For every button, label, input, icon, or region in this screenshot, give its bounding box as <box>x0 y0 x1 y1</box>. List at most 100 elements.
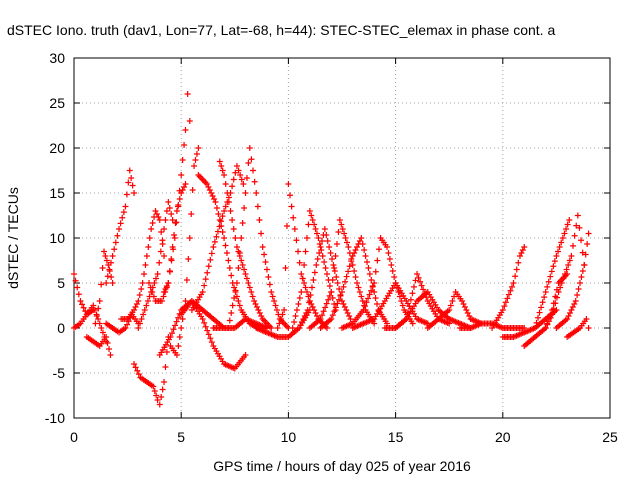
data-point <box>98 325 105 331</box>
data-point <box>151 280 158 286</box>
data-point <box>374 301 381 307</box>
data-point <box>309 304 316 310</box>
data-point <box>463 307 470 313</box>
data-point <box>112 239 119 246</box>
data-point <box>541 294 548 301</box>
data-point <box>299 275 306 282</box>
data-point <box>98 281 105 288</box>
series <box>92 248 116 327</box>
data-point <box>99 329 106 336</box>
data-point <box>224 190 231 196</box>
data-point <box>173 219 180 226</box>
data-point <box>375 246 382 253</box>
data-point <box>150 383 157 390</box>
data-point <box>231 295 238 301</box>
data-point <box>119 214 126 221</box>
data-point <box>80 304 87 311</box>
data-point <box>287 192 294 199</box>
y-tick-label: 20 <box>49 140 65 156</box>
data-point <box>568 307 575 313</box>
x-tick-label: 25 <box>602 429 618 445</box>
data-point <box>159 386 166 393</box>
data-point <box>361 302 368 309</box>
data-point <box>209 193 216 199</box>
data-point <box>341 304 348 310</box>
data-point <box>303 289 310 295</box>
data-point <box>318 238 325 244</box>
data-point <box>169 217 176 223</box>
data-point <box>302 248 309 255</box>
data-point <box>149 289 156 295</box>
data-point <box>163 349 170 355</box>
data-point <box>332 304 339 311</box>
data-point <box>204 327 211 334</box>
data-point <box>340 301 347 307</box>
data-point <box>207 256 214 263</box>
data-point <box>274 325 281 331</box>
data-point <box>181 184 188 190</box>
data-point <box>238 176 245 183</box>
data-point <box>510 280 517 286</box>
data-point <box>152 208 159 214</box>
data-point <box>135 298 142 304</box>
data-point <box>508 283 515 290</box>
data-point <box>502 299 509 306</box>
data-point <box>154 271 161 277</box>
data-point <box>212 199 219 205</box>
data-point <box>129 182 136 189</box>
data-point <box>226 265 233 271</box>
data-point <box>319 253 326 259</box>
data-point <box>181 142 188 148</box>
data-point <box>163 208 170 214</box>
data-point <box>109 253 116 259</box>
data-point <box>579 249 586 256</box>
data-point <box>311 307 318 313</box>
data-point <box>331 265 338 271</box>
data-point <box>312 226 319 232</box>
data-point <box>229 217 236 223</box>
data-point <box>195 145 202 151</box>
data-point <box>418 282 425 289</box>
data-point <box>582 251 589 258</box>
data-point <box>207 335 214 342</box>
data-point <box>344 310 351 316</box>
data-point <box>334 300 341 307</box>
data-point <box>317 316 324 322</box>
data-point <box>569 304 576 310</box>
data-point <box>149 220 156 226</box>
data-point <box>311 221 318 228</box>
data-point <box>323 271 330 277</box>
data-point <box>351 268 358 274</box>
data-point <box>336 217 343 223</box>
data-point <box>233 244 240 250</box>
data-point <box>82 308 89 315</box>
data-point <box>205 263 212 270</box>
data-point <box>125 179 132 186</box>
data-point <box>240 181 247 187</box>
data-point <box>339 289 345 295</box>
series <box>542 212 588 331</box>
data-point <box>218 163 225 169</box>
data-point <box>464 310 471 316</box>
grid <box>74 58 610 418</box>
data-point <box>417 278 424 285</box>
data-point <box>182 181 189 187</box>
data-point <box>262 259 269 265</box>
data-point <box>167 334 174 340</box>
data-point <box>344 239 351 246</box>
data-point <box>332 253 339 259</box>
data-point <box>515 259 522 266</box>
data-point <box>235 167 242 174</box>
data-point <box>201 282 208 289</box>
data-point <box>566 310 573 316</box>
data-point <box>544 321 551 328</box>
data-point <box>151 388 158 394</box>
data-point <box>550 263 557 270</box>
data-point <box>560 275 567 282</box>
data-point <box>239 262 246 268</box>
data-point <box>324 238 331 244</box>
data-point <box>272 302 279 309</box>
data-point <box>327 250 334 256</box>
data-point <box>238 257 245 264</box>
series <box>161 181 189 295</box>
